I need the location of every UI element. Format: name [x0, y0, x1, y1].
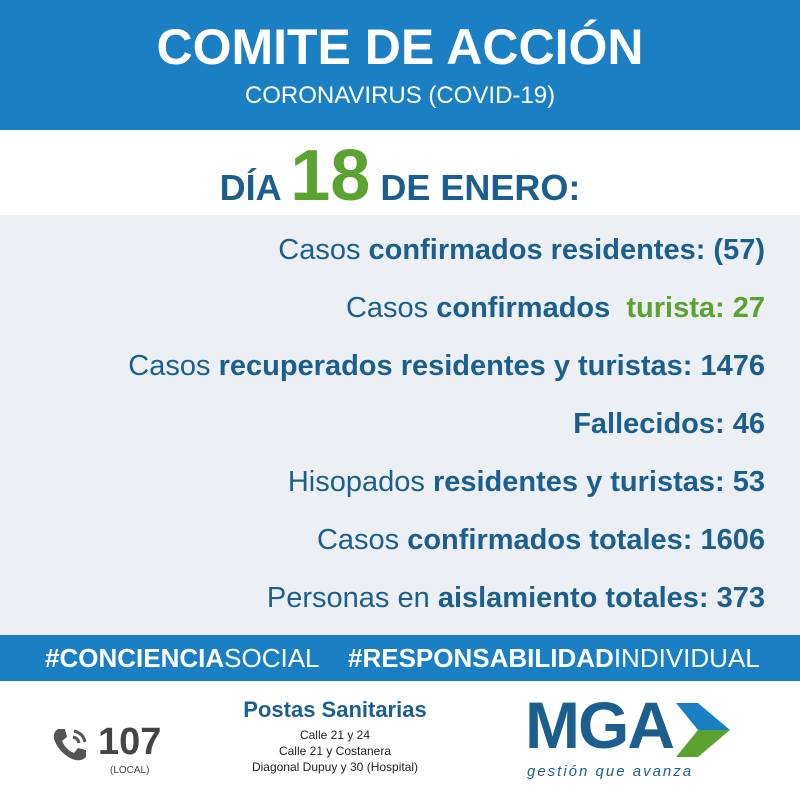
text-part: confirmados	[436, 292, 627, 324]
title: COMITE DE ACCIÓN	[156, 19, 644, 75]
postas-line: Diagonal Dupuy y 30 (Hospital)	[251, 760, 419, 774]
text-part: Casos	[345, 292, 437, 324]
text-part: Casos	[128, 350, 219, 382]
text-part: recuperados residentes y turistas: 1476	[218, 350, 765, 382]
text-part: #RESPONSABILIDAD	[348, 643, 614, 673]
hashtag: #CONCIENCIASOCIAL	[45, 635, 320, 681]
text-part: Casos	[316, 524, 408, 556]
date-suffix: DE ENERO:	[380, 167, 581, 208]
text-part: Casos	[278, 234, 369, 266]
hashtag-bar: #CONCIENCIASOCIAL #RESPONSABILIDADINDIVID…	[0, 635, 800, 681]
stat-row: Casos confirmados residentes: (57)	[278, 221, 765, 279]
footer: 107 (LOCAL) Postas Sanitarias Calle 21 y…	[0, 681, 800, 800]
postas-line: Calle 21 y Costanera	[278, 744, 392, 758]
text-part: Personas en	[266, 582, 438, 614]
header: COMITE DE ACCIÓN CORONAVIRUS (COVID-19)	[0, 0, 800, 130]
logo-arrow	[676, 703, 730, 757]
stats: Casos confirmados residentes: (57) Casos …	[0, 215, 800, 635]
text-part: confirmados totales: 1606	[407, 524, 765, 556]
text-part: residentes y turistas: 53	[432, 466, 765, 498]
phone-number: 107	[98, 721, 162, 763]
text-part: turista: 27	[626, 292, 765, 324]
stat-row: Personas en aislamiento totales: 373	[267, 569, 765, 627]
subtitle: CORONAVIRUS (COVID-19)	[244, 82, 556, 109]
date: DÍA 18 DE ENERO:	[0, 138, 800, 226]
text-part: #CONCIENCIA	[45, 643, 225, 673]
logo-tagline: gestión que avanza	[527, 763, 694, 780]
hashtag: #RESPONSABILIDADINDIVIDUAL	[348, 635, 760, 681]
postas-line: Calle 21 y 24	[299, 728, 371, 742]
logo-name: MGA	[525, 688, 675, 762]
stat-row: Casos recuperados residentes y turistas:…	[128, 337, 765, 395]
text-part: INDIVIDUAL	[613, 643, 760, 673]
date-prefix: DÍA	[219, 167, 281, 208]
postas-title: Postas Sanitarias	[243, 697, 427, 722]
postas-lines: Calle 21 y 24 Calle 21 y Costanera Diagona…	[210, 727, 460, 775]
stat-row: Casos confirmados totales: 1606	[317, 511, 765, 569]
stat-row: Hisopados residentes y turistas: 53	[288, 453, 765, 511]
text-part: SOCIAL	[224, 643, 320, 673]
stat-row: Fallecidos: 46	[573, 395, 765, 453]
text-part: confirmados residentes: (57)	[368, 234, 765, 266]
text-part: Hisopados	[287, 466, 433, 498]
phone-icon	[53, 729, 87, 761]
date-day: 18	[290, 136, 371, 216]
text-part: aislamiento totales: 373	[437, 582, 765, 614]
phone-note: (LOCAL)	[110, 765, 150, 776]
text-part: Fallecidos: 46	[573, 408, 765, 440]
stat-row: Casos confirmados turista: 27	[346, 279, 765, 337]
